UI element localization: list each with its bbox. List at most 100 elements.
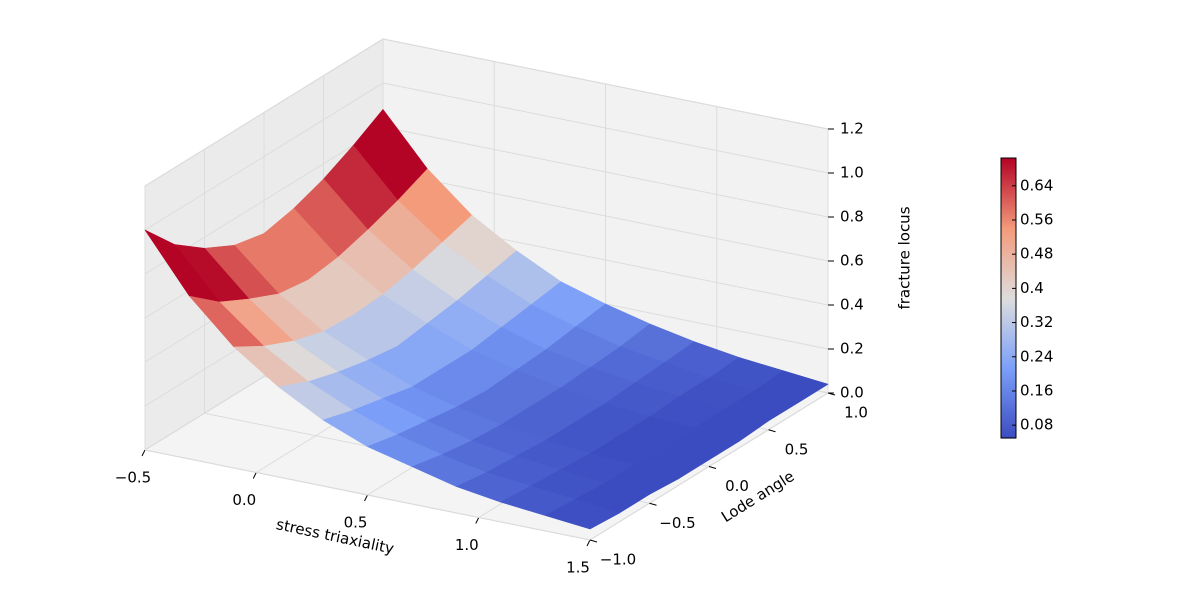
colorbar-segment [1001,350,1016,353]
colorbar-segment [1001,360,1016,363]
colorbar-tick-label: 0.4 [1020,279,1044,297]
colorbar-segment [1001,210,1016,213]
colorbar-segment [1001,318,1016,321]
colorbar-segment [1001,186,1016,189]
tick-mark [708,466,717,469]
colorbar-segment [1001,396,1016,399]
colorbar-segment [1001,302,1016,305]
colorbar-segment [1001,406,1016,409]
colorbar-segment [1001,306,1016,309]
colorbar-segment [1001,258,1016,261]
x-tick-label: 0.5 [344,514,368,532]
colorbar-segment [1001,428,1016,431]
colorbar-segment [1001,424,1016,427]
colorbar-segment [1001,410,1016,413]
colorbar-segment [1001,244,1016,247]
grid-line [382,38,829,130]
colorbar-segment [1001,416,1016,419]
x-axis-label: stress triaxiality [275,515,396,558]
colorbar-segment [1001,316,1016,319]
colorbar-segment [1001,168,1016,171]
colorbar-segment [1001,166,1016,169]
grid-line [144,38,384,187]
colorbar-segment [1001,278,1016,281]
colorbar-segment [1001,368,1016,371]
colorbar-segment [1001,162,1016,165]
grid-line [144,449,591,541]
colorbar-segment [1001,160,1016,163]
colorbar-segment [1001,224,1016,227]
colorbar-segment [1001,226,1016,229]
colorbar-segment [1001,286,1016,289]
colorbar-segment [1001,194,1016,197]
colorbar-segment [1001,196,1016,199]
colorbar-segment [1001,322,1016,325]
colorbar-segment [1001,384,1016,387]
z-tick-label: 0.6 [840,252,864,270]
tick-mark [141,449,146,457]
colorbar-segment [1001,192,1016,195]
colorbar-segment [1001,164,1016,167]
colorbar-segment [1001,262,1016,265]
colorbar-segment [1001,342,1016,345]
y-tick-label: 0.0 [725,477,749,495]
colorbar-segment [1001,314,1016,317]
colorbar-tick-label: 0.08 [1020,416,1053,434]
colorbar-segment [1001,382,1016,385]
colorbar-segment [1001,188,1016,191]
colorbar-segment [1001,388,1016,391]
colorbar-segment [1001,354,1016,357]
colorbar-segment [1001,378,1016,381]
colorbar-segment [1001,252,1016,255]
colorbar-segment [1001,326,1016,329]
colorbar-tick-label: 0.32 [1020,313,1053,331]
colorbar-segment [1001,220,1016,223]
colorbar-segment [1001,276,1016,279]
z-tick-label: 0.2 [840,340,864,358]
colorbar-segment [1001,282,1016,285]
colorbar-segment [1001,218,1016,221]
colorbar-segment [1001,420,1016,423]
colorbar-segment [1001,348,1016,351]
colorbar-segment [1001,312,1016,315]
y-tick-label: 1.0 [844,404,868,422]
colorbar-segment [1001,358,1016,361]
colorbar-segment [1001,176,1016,179]
colorbar-segment [1001,212,1016,215]
colorbar-segment [1001,158,1016,161]
colorbar-segment [1001,268,1016,271]
colorbar-segment [1001,216,1016,219]
colorbar-segment [1001,304,1016,307]
colorbar-segment [1001,334,1016,337]
colorbar-segment [1001,222,1016,225]
colorbar-segment [1001,362,1016,365]
colorbar-segment [1001,214,1016,217]
colorbar-segment [1001,178,1016,181]
colorbar-segment [1001,266,1016,269]
tick-mark [364,494,368,502]
colorbar-segment [1001,206,1016,209]
colorbar-segment [1001,370,1016,373]
grid-line [382,126,829,218]
colorbar-segment [1001,234,1016,237]
colorbar-segment [1001,392,1016,395]
colorbar-segment [1001,404,1016,407]
colorbar-segment [1001,294,1016,297]
colorbar-segment [1001,270,1016,273]
colorbar-segment [1001,356,1016,359]
tick-mark [586,539,591,547]
colorbar-segment [1001,400,1016,403]
colorbar-segment [1001,200,1016,203]
colorbar-segment [1001,250,1016,253]
colorbar-segment [1001,426,1016,429]
colorbar-tick-label: 0.64 [1020,176,1053,194]
colorbar-segment [1001,264,1016,267]
colorbar-segment [1001,352,1016,355]
colorbar-segment [1001,412,1016,415]
colorbar-segment [1001,340,1016,343]
colorbar-segment [1001,434,1016,437]
colorbar-segment [1001,364,1016,367]
colorbar-segment [1001,298,1016,301]
colorbar-segment [1001,436,1016,439]
colorbar-segment [1001,402,1016,405]
